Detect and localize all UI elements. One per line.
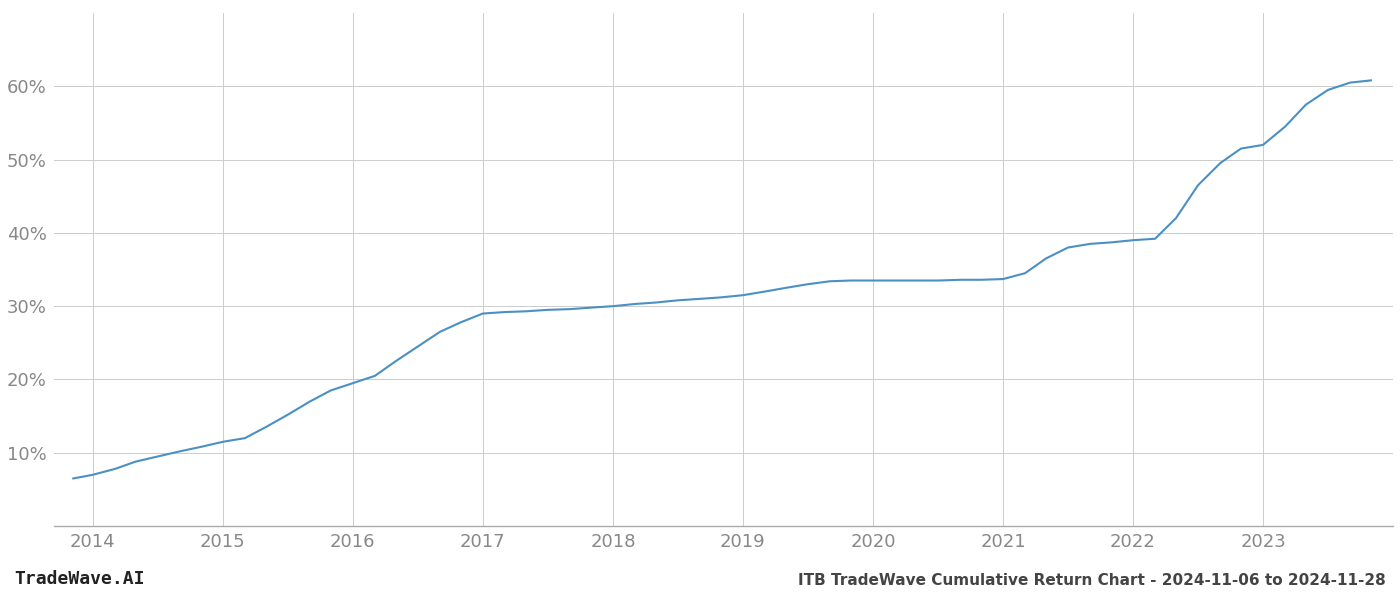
Text: ITB TradeWave Cumulative Return Chart - 2024-11-06 to 2024-11-28: ITB TradeWave Cumulative Return Chart - … — [798, 573, 1386, 588]
Text: TradeWave.AI: TradeWave.AI — [14, 570, 144, 588]
